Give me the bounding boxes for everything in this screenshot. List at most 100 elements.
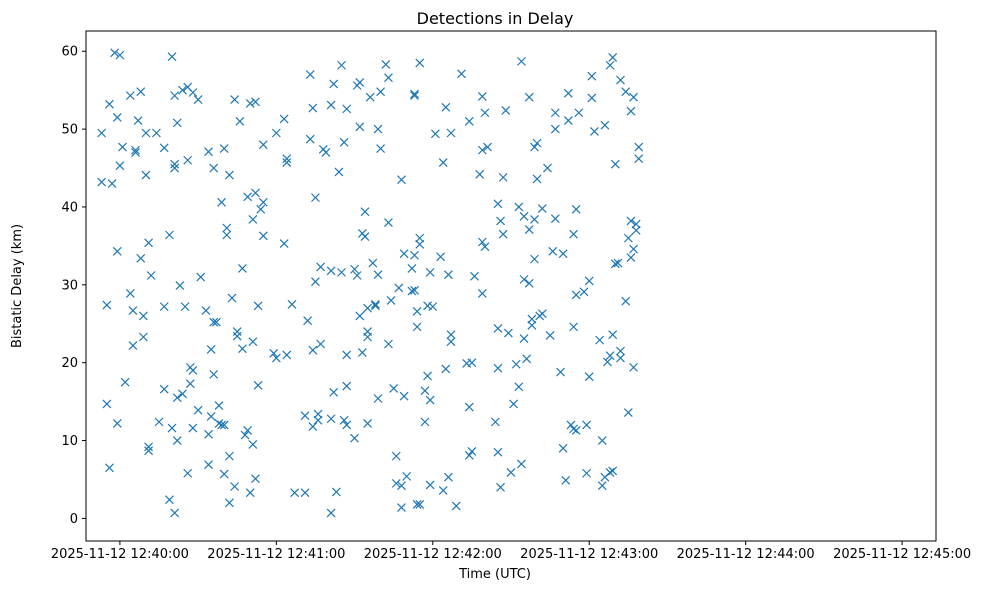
scatter-point: [530, 254, 539, 264]
scatter-point: [170, 508, 180, 518]
scatter-point: [498, 172, 508, 182]
scatter-point: [527, 314, 537, 324]
scatter-point: [308, 103, 318, 113]
y-tick-label: 10: [61, 434, 78, 449]
scatter-point: [410, 89, 419, 99]
scatter-point: [524, 278, 534, 288]
scatter-point: [384, 339, 393, 349]
scatter-point: [608, 53, 618, 62]
scatter-point: [214, 419, 224, 428]
scatter-point: [165, 495, 174, 505]
scatter-point: [616, 353, 625, 363]
scatter-point: [443, 270, 453, 280]
scatter-point: [446, 337, 456, 347]
scatter-point: [144, 442, 154, 452]
scatter-point: [178, 85, 187, 95]
scatter-point: [133, 116, 143, 125]
scatter-point: [376, 144, 386, 153]
scatter-point: [464, 402, 474, 412]
scatter-point: [313, 409, 323, 419]
scatter-point: [167, 52, 177, 62]
scatter-point: [517, 56, 526, 66]
scatter-point: [180, 302, 190, 312]
scatter-point: [256, 204, 266, 214]
scatter-point: [350, 264, 359, 274]
x-tick-label: 2025-11-12 12:40:00: [51, 547, 189, 562]
scatter-point: [308, 422, 318, 431]
scatter-point: [159, 302, 169, 312]
scatter-point: [550, 108, 560, 118]
scatter-point: [326, 508, 336, 518]
scatter-point: [151, 128, 161, 138]
plot-frame: [85, 30, 937, 542]
scatter-point: [326, 414, 336, 424]
scatter-point: [467, 447, 477, 456]
scatter-point: [271, 128, 281, 138]
scatter-point: [342, 104, 352, 114]
scatter-point: [631, 219, 641, 229]
scatter-point: [206, 345, 216, 354]
scatter-point: [582, 420, 592, 430]
scatter-point: [339, 137, 349, 147]
scatter-point: [373, 394, 383, 403]
scatter-point: [532, 138, 542, 148]
scatter-point: [425, 267, 435, 277]
scatter-point: [530, 215, 539, 224]
scatter-point: [175, 281, 185, 291]
y-tick-label: 50: [61, 123, 78, 138]
scatter-point: [217, 197, 227, 207]
scatter-point: [501, 105, 511, 115]
scatter-point: [279, 114, 289, 124]
scatter-point: [355, 122, 365, 132]
scatter-point: [342, 350, 352, 360]
scatter-point: [616, 75, 625, 85]
scatter-point: [112, 113, 122, 122]
scatter-point: [394, 283, 404, 293]
scatter-point: [574, 108, 584, 118]
scatter-point: [128, 341, 138, 350]
scatter-point: [251, 474, 260, 484]
scatter-point: [172, 118, 182, 128]
scatter-point: [279, 239, 289, 248]
scatter-point: [587, 93, 597, 103]
scatter-point: [138, 311, 148, 321]
scatter-point: [563, 116, 573, 125]
y-tick-label: 40: [61, 200, 78, 215]
scatter-point: [590, 127, 599, 136]
scatter-point: [412, 322, 422, 332]
scatter-point: [631, 225, 641, 235]
scatter-point: [243, 192, 253, 202]
scatter-point: [522, 354, 532, 364]
scatter-point: [373, 124, 383, 134]
scatter-point: [420, 386, 430, 396]
scatter-point: [258, 140, 268, 150]
scatter-point: [118, 142, 127, 152]
scatter-point: [584, 372, 594, 382]
scatter-point: [290, 488, 300, 498]
scatter-point: [211, 317, 221, 327]
scatter-point: [102, 399, 112, 409]
scatter-point: [558, 443, 568, 453]
y-tick-label: 0: [70, 512, 78, 527]
scatter-point: [282, 158, 292, 168]
scatter-point: [558, 249, 568, 259]
scatter-point: [410, 285, 419, 295]
scatter-point: [563, 88, 573, 98]
y-axis-title: Bistatic Delay (km): [10, 224, 25, 348]
scatter-point: [360, 207, 370, 217]
x-axis-title: Time (UTC): [458, 567, 531, 582]
scatter-point: [253, 380, 263, 390]
scatter-point: [626, 106, 636, 116]
scatter-point: [258, 197, 268, 207]
scatter-point: [172, 436, 182, 445]
scatter-point: [222, 230, 232, 240]
scatter-point: [206, 411, 216, 421]
scatter-point: [506, 468, 516, 477]
scatter-point: [582, 468, 592, 478]
scatter-point: [391, 478, 401, 488]
scatter-point: [545, 331, 555, 340]
scatter-point: [224, 451, 234, 461]
x-axis-ticks: 2025-11-12 12:40:00 2025-11-12 12:41:00 20…: [51, 541, 971, 562]
scatter-point: [326, 100, 336, 110]
